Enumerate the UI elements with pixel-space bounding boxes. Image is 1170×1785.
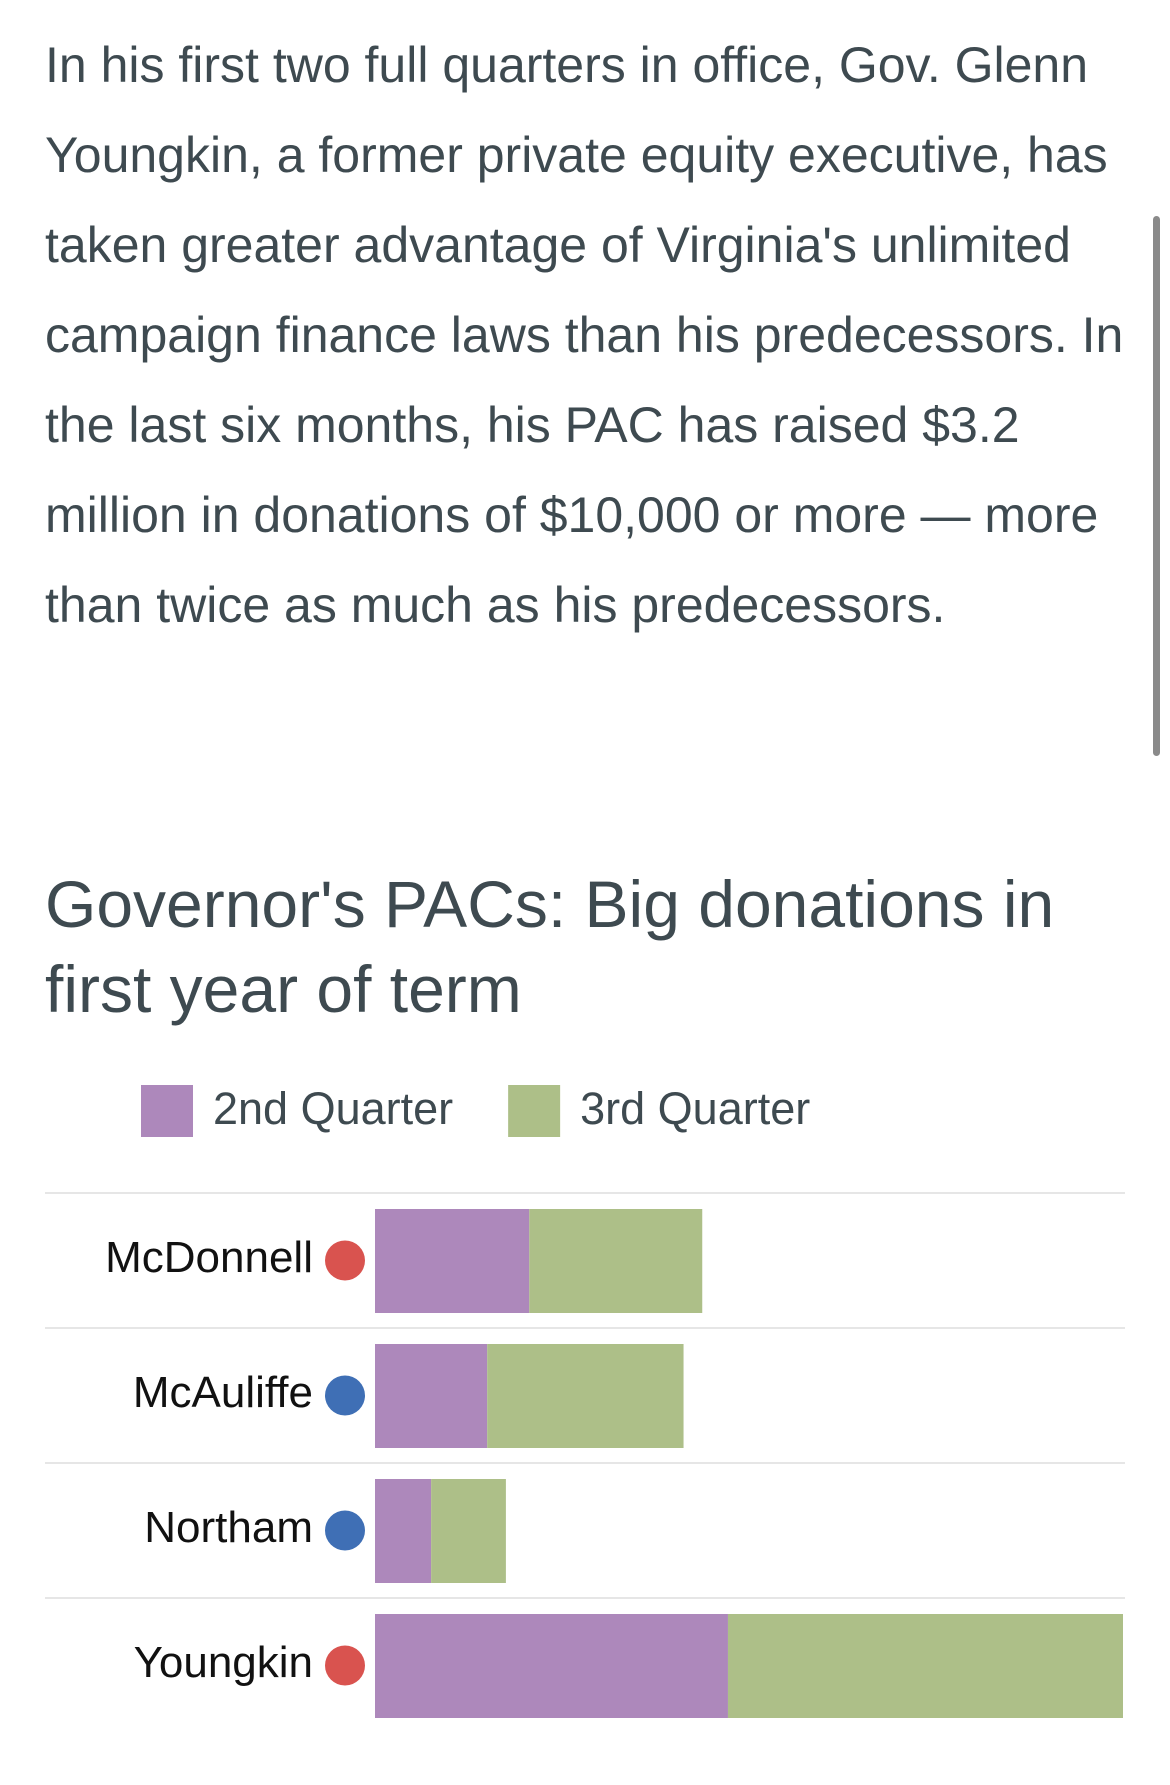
bar-segment (375, 1479, 432, 1583)
bar-segment (431, 1479, 506, 1583)
bar-segment (487, 1344, 684, 1448)
bar-segment (375, 1614, 728, 1718)
chart: 2nd Quarter 3rd Quarter McDonnell McAuliffe… (45, 1083, 1125, 1718)
bar-segment (375, 1344, 488, 1448)
category-label: Northam (144, 1503, 313, 1552)
party-dot (325, 1375, 365, 1416)
party-dot (325, 1510, 365, 1551)
party-dot (325, 1240, 365, 1281)
legend-swatch (508, 1085, 561, 1137)
bar-segment (727, 1614, 1123, 1718)
legend-label: 2nd Quarter (213, 1083, 453, 1134)
article-paragraph: In his first two full quarters in office… (45, 37, 1124, 633)
category-label: McDonnell (105, 1233, 313, 1282)
category-label: McAuliffe (133, 1368, 313, 1417)
bar-segment (529, 1209, 703, 1313)
bar-segment (375, 1209, 530, 1313)
legend-swatch (141, 1085, 193, 1137)
category-label: Youngkin (134, 1638, 313, 1687)
chart-title: Governor's PACs: Big donations in first … (45, 867, 1055, 1026)
scrollbar (1153, 216, 1160, 756)
party-dot (325, 1645, 365, 1686)
legend-label: 3rd Quarter (580, 1083, 810, 1134)
